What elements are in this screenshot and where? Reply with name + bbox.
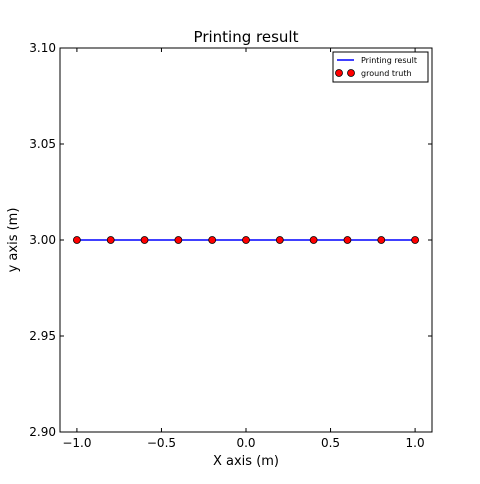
ground-truth-point: [310, 237, 317, 244]
y-tick-label: 2.95: [29, 329, 56, 343]
x-tick-label: 0.0: [236, 436, 255, 450]
y-axis-label: y axis (m): [6, 208, 21, 273]
x-tick-label: −1.0: [62, 436, 91, 450]
x-tick-label: 0.5: [321, 436, 340, 450]
chart-title: Printing result: [194, 28, 299, 46]
axis-ticks: −1.0 −0.5 0.0 0.5 1.0 2.90 2.95 3.00 3.05 3.10: [29, 41, 432, 450]
ground-truth-point: [243, 237, 250, 244]
legend-label-ground-truth: ground truth: [361, 69, 412, 78]
ground-truth-point: [141, 237, 148, 244]
legend: Printing result ground truth: [333, 52, 428, 82]
ground-truth-point: [378, 237, 385, 244]
ground-truth-point: [412, 237, 419, 244]
plot-series: [73, 237, 418, 244]
ground-truth-point: [209, 237, 216, 244]
legend-marker-swatch: [348, 70, 355, 77]
legend-marker-swatch: [336, 70, 343, 77]
ground-truth-point: [344, 237, 351, 244]
x-axis-label: X axis (m): [213, 454, 279, 469]
x-tick-label: 1.0: [406, 436, 425, 450]
y-tick-label: 3.05: [29, 137, 56, 151]
ground-truth-point: [276, 237, 283, 244]
y-tick-label: 2.90: [29, 425, 56, 439]
x-tick-label: −0.5: [147, 436, 176, 450]
ground-truth-point: [175, 237, 182, 244]
y-tick-label: 3.10: [29, 41, 56, 55]
y-tick-label: 3.00: [29, 233, 56, 247]
legend-label-printing-result: Printing result: [361, 56, 417, 65]
ground-truth-point: [73, 237, 80, 244]
ground-truth-point: [107, 237, 114, 244]
